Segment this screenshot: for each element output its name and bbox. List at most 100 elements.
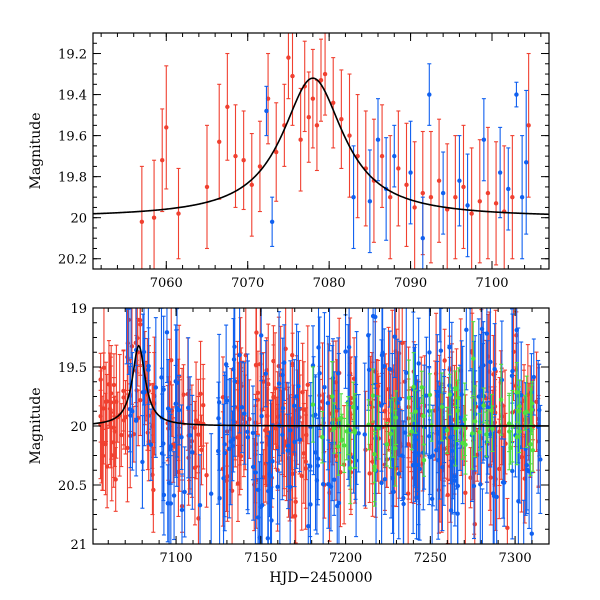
- top-x-tick-label: 7070: [231, 276, 264, 291]
- top-blue-point: [375, 98, 381, 182]
- top-x-tick-label: 7090: [394, 276, 427, 291]
- bottom-panel: 7100 7150 7200 7250 7300 19 19.5 20 20.5 21 Magni…: [28, 302, 550, 586]
- bottom-blue-point: [366, 308, 371, 411]
- bottom-blue-point: [168, 413, 173, 485]
- bottom-blue-point: [402, 370, 408, 496]
- top-blue-point: [457, 135, 462, 227]
- bottom-red-point: [181, 364, 186, 426]
- top-y-tick-label: 20: [70, 212, 87, 227]
- bottom-red-point: [196, 395, 201, 474]
- top-red-point: [151, 159, 157, 269]
- bottom-red-point: [111, 396, 116, 488]
- bottom-blue-point: [397, 340, 403, 458]
- bottom-blue-point: [356, 394, 361, 473]
- bottom-blue-point: [308, 395, 313, 538]
- top-red-point: [355, 94, 360, 219]
- bottom-blue-point: [208, 433, 214, 544]
- top-red-point: [347, 73, 352, 198]
- bottom-blue-point: [387, 330, 392, 408]
- bottom-red-point: [101, 308, 107, 431]
- top-red-point: [510, 135, 515, 260]
- bottom-blue-point: [228, 377, 233, 506]
- bottom-blue-point: [182, 446, 187, 538]
- bottom-blue-point: [253, 399, 258, 544]
- bottom-blue-point: [140, 313, 146, 471]
- top-blue-point: [497, 126, 503, 219]
- top-red-point: [404, 122, 409, 247]
- bottom-green-point: [409, 412, 414, 451]
- bottom-blue-point: [382, 328, 387, 404]
- bottom-blue-point: [231, 318, 236, 421]
- top-red-point: [286, 33, 291, 100]
- top-red-point: [445, 143, 450, 269]
- bottom-green-point: [481, 387, 486, 424]
- top-red-point: [274, 102, 279, 202]
- bottom-red-point: [442, 328, 447, 393]
- bottom-green-point: [332, 402, 337, 454]
- top-red-point: [310, 48, 316, 149]
- top-model-curve: [93, 77, 549, 216]
- top-red-point: [526, 52, 531, 198]
- bottom-red-point: [303, 414, 308, 509]
- top-red-point: [469, 147, 474, 269]
- bottom-green-point: [447, 373, 453, 416]
- bottom-blue-point: [276, 311, 282, 457]
- bottom-x-tick-label: 7100: [160, 551, 193, 566]
- top-blue-point: [506, 147, 511, 231]
- bottom-blue-point: [379, 308, 385, 406]
- top-y-tick-label: 19.4: [58, 89, 87, 104]
- bottom-red-point: [123, 380, 128, 455]
- top-red-point: [225, 52, 230, 161]
- bottom-blue-point: [127, 365, 133, 453]
- top-red-point: [502, 145, 507, 269]
- bottom-blue-point: [435, 380, 441, 540]
- bottom-red-point: [534, 351, 539, 452]
- top-red-point: [396, 110, 401, 227]
- bottom-blue-point: [187, 376, 193, 495]
- bottom-green-point: [453, 389, 458, 467]
- bottom-green-point: [393, 390, 399, 446]
- bottom-x-tick-label: 7300: [499, 551, 532, 566]
- bottom-blue-point: [171, 451, 177, 541]
- bottom-red-point: [98, 370, 103, 480]
- bottom-blue-point: [255, 478, 261, 544]
- top-panel-data: [139, 33, 531, 269]
- bottom-blue-point: [239, 361, 245, 454]
- bottom-blue-point: [317, 316, 322, 430]
- top-blue-point: [514, 81, 519, 108]
- bottom-green-point: [370, 368, 376, 423]
- top-blue-point: [524, 89, 529, 235]
- top-y-tick-label: 20.2: [58, 253, 87, 268]
- top-red-point: [298, 87, 303, 192]
- bottom-model-curve: [93, 344, 549, 427]
- top-axis-ticks: 7060 7070 7080 7090 7100 19.2 19.4 19.6 19.8 20 20…: [58, 32, 549, 291]
- bottom-blue-point: [148, 408, 154, 481]
- bottom-x-tick-label: 7200: [329, 551, 362, 566]
- bottom-red-point: [125, 393, 130, 503]
- bottom-blue-point: [366, 333, 372, 406]
- bottom-y-tick-label: 20: [70, 420, 87, 435]
- bottom-blue-point: [146, 327, 151, 405]
- top-panel: 7060 7070 7080 7090 7100 19.2 19.4 19.6 19.8 20 20…: [28, 32, 550, 291]
- top-red-point: [339, 69, 344, 169]
- bottom-green-point: [352, 393, 358, 469]
- bottom-blue-point: [237, 308, 242, 434]
- bottom-blue-point: [224, 366, 230, 436]
- bottom-blue-point: [259, 308, 264, 382]
- bottom-green-point: [477, 412, 482, 452]
- top-red-point: [314, 79, 320, 172]
- top-red-point: [217, 83, 222, 200]
- bottom-red-point: [198, 340, 203, 447]
- bottom-blue-point: [521, 499, 526, 544]
- top-blue-point: [427, 63, 432, 126]
- bottom-green-point: [507, 392, 512, 471]
- bottom-blue-point: [538, 404, 543, 515]
- bottom-blue-point: [529, 472, 534, 544]
- bottom-green-point: [490, 405, 495, 453]
- bottom-blue-point: [322, 312, 327, 463]
- bottom-y-tick-label: 19.5: [58, 361, 87, 376]
- top-red-point: [485, 126, 491, 260]
- bottom-green-point: [320, 410, 325, 464]
- bottom-red-point: [204, 442, 209, 508]
